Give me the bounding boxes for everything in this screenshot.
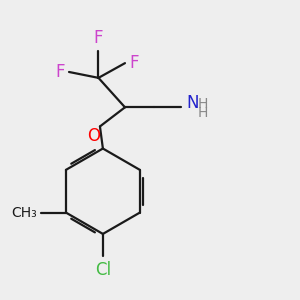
Text: N: N [186,94,199,112]
Text: Cl: Cl [95,261,111,279]
Text: F: F [129,54,139,72]
Text: O: O [88,127,100,145]
Text: F: F [94,29,103,47]
Text: H: H [197,98,208,111]
Text: F: F [55,63,64,81]
Text: CH₃: CH₃ [12,206,38,220]
Text: H: H [197,106,208,120]
